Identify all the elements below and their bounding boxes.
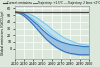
- Y-axis label: Global emissions (GtCO₂/yr): Global emissions (GtCO₂/yr): [1, 10, 5, 55]
- Legend: Current emissions, Trajectory: +1.5°C, Trajectory: 2 lines +2°C: Current emissions, Trajectory: +1.5°C, T…: [3, 1, 100, 5]
